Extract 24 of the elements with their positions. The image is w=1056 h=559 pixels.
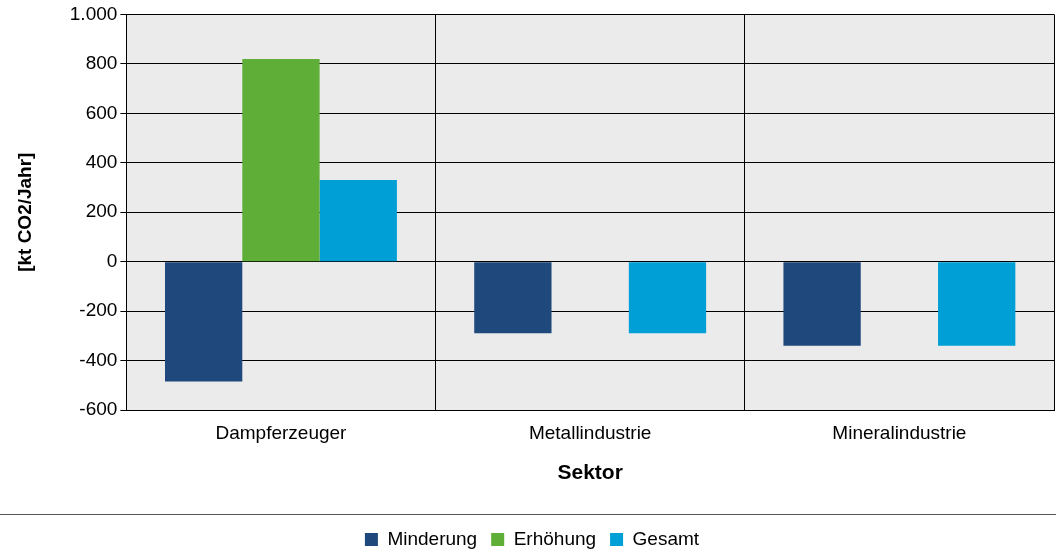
y-tick-label: -200 <box>79 299 118 321</box>
y-tick-label: 1.000 <box>69 2 118 24</box>
x-axis-title: Sektor <box>557 460 623 484</box>
x-tick-label: Dampferzeuger <box>215 421 348 443</box>
y-tick-label: 800 <box>85 52 118 74</box>
legend-label: Minderung <box>387 527 478 549</box>
y-tick-label: -400 <box>79 348 118 370</box>
x-tick-label: Metallindustrie <box>528 421 652 443</box>
y-axis-title: [kt CO2/Jahr] <box>13 152 35 272</box>
y-tick-label: 400 <box>85 150 118 172</box>
bar <box>165 262 243 382</box>
bar <box>783 262 861 346</box>
bar <box>938 262 1016 346</box>
legend-label: Erhöhung <box>513 527 597 549</box>
y-tick-label: 0 <box>106 249 118 271</box>
bar <box>474 262 552 334</box>
bar <box>242 58 320 262</box>
y-tick-label: 200 <box>85 200 118 222</box>
x-tick-label: Mineralindustrie <box>832 421 967 443</box>
y-tick-label: -600 <box>79 398 118 420</box>
legend-label: Gesamt <box>632 527 700 549</box>
bar <box>319 180 397 262</box>
bar <box>628 262 707 334</box>
y-tick-label: 600 <box>85 101 118 123</box>
